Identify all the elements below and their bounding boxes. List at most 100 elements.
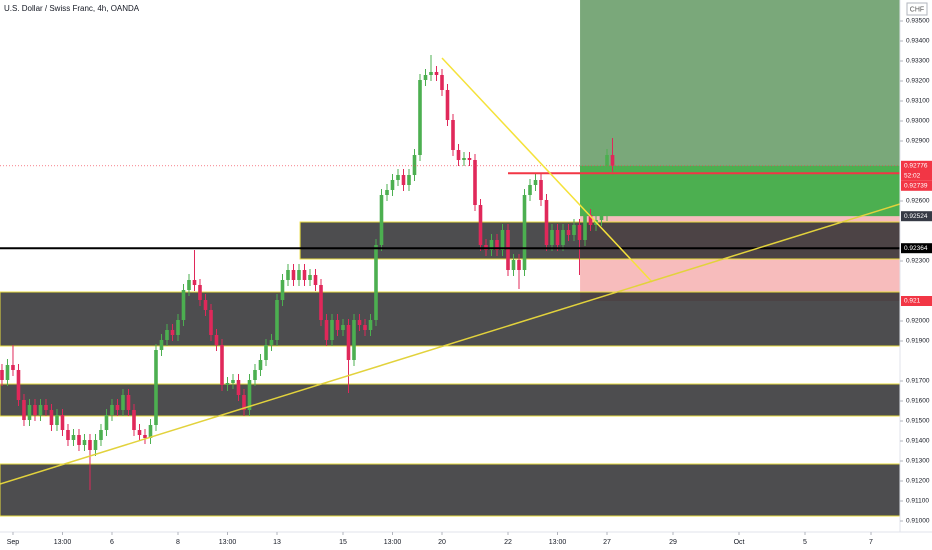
price-badge <box>901 211 932 222</box>
candle-body <box>115 405 120 410</box>
currency: CHF <box>910 6 924 13</box>
currency-box[interactable] <box>906 2 928 16</box>
candle-body <box>599 215 604 220</box>
y-tick-label: 0.93000 <box>906 118 930 125</box>
candle-body <box>242 395 246 410</box>
candle-body <box>181 290 186 320</box>
candle-body <box>555 230 560 245</box>
y-tick-label: 0.91200 <box>906 478 930 485</box>
x-tick-label: 13:00 <box>549 539 567 546</box>
candle-body <box>5 365 10 380</box>
x-tick-label: 6 <box>110 539 114 546</box>
candle-body <box>159 340 164 350</box>
candle-body <box>143 435 147 438</box>
candle-body <box>456 150 461 160</box>
y-tick-label: 0.91100 <box>906 498 929 505</box>
x-tick-label: 20 <box>438 539 446 546</box>
price-badge <box>901 160 932 181</box>
y-tick-label: 0.92000 <box>906 318 930 325</box>
candle-body <box>264 345 268 360</box>
y-tick-label: 0.91300 <box>906 458 930 465</box>
candle-body <box>379 195 384 245</box>
candle-body <box>148 425 153 438</box>
y-tick-label: 0.91400 <box>906 438 930 445</box>
candle-body <box>214 335 219 345</box>
price-badge <box>901 180 932 191</box>
candle-body <box>33 405 37 415</box>
candle-body <box>66 430 70 440</box>
candle-body <box>187 280 191 290</box>
candle-body <box>368 320 373 330</box>
x-tick-label: 13 <box>273 539 281 546</box>
candle-body <box>506 230 510 270</box>
candle-body <box>473 160 477 205</box>
candle-body <box>511 260 516 270</box>
x-tick-label: 13:00 <box>219 539 237 546</box>
candle-body <box>572 225 576 235</box>
candle-body <box>374 245 378 320</box>
candle-body <box>225 383 230 385</box>
x-tick-label: Sep <box>7 539 20 546</box>
candle-body <box>44 405 48 410</box>
candle-body <box>467 158 472 160</box>
x-tick-label: 5 <box>803 539 807 546</box>
candle-body <box>99 430 103 440</box>
candle-body <box>269 340 274 345</box>
trend-line <box>441 57 653 283</box>
y-tick-label: 0.92300 <box>906 258 930 265</box>
candle-body <box>60 415 65 430</box>
x-tick-label: 7 <box>869 539 873 546</box>
candle-body <box>209 310 213 335</box>
candle-body <box>165 330 169 340</box>
candle-body <box>93 440 98 450</box>
candle-body <box>280 280 285 300</box>
candle-body <box>198 285 202 300</box>
y-tick-label: 0.91600 <box>906 398 930 405</box>
y-tick-label: 0.93500 <box>906 18 930 25</box>
candle-body <box>583 215 587 240</box>
price-badge-label: 0.92364 <box>904 245 928 252</box>
candle-body <box>533 180 538 185</box>
candle-body <box>77 435 81 445</box>
candle-body <box>137 430 142 435</box>
candle-body <box>324 320 329 340</box>
x-tick-label: Oct <box>734 539 745 546</box>
zone <box>0 383 900 417</box>
candle-body <box>407 175 411 185</box>
candle-body <box>330 320 334 340</box>
y-tick-label: 0.91700 <box>906 378 930 385</box>
x-tick-label: 15 <box>339 539 347 546</box>
candle-body <box>346 325 351 360</box>
candle-body <box>577 225 582 240</box>
candle-body <box>440 75 444 90</box>
countdown: 52:02 <box>904 173 921 180</box>
candle-body <box>495 240 499 250</box>
candle-body <box>489 240 494 250</box>
x-tick-label: 13:00 <box>384 539 402 546</box>
y-tick-label: 0.91900 <box>906 338 930 345</box>
zone <box>0 463 900 517</box>
candle-body <box>286 270 290 280</box>
candle-body <box>104 415 109 430</box>
candle-body <box>55 415 59 425</box>
candle-body <box>49 410 54 425</box>
candle-body <box>335 320 340 330</box>
candle-body <box>291 270 296 280</box>
candle-body <box>500 230 505 250</box>
candle-body <box>220 345 224 385</box>
candle-body <box>478 205 483 245</box>
x-tick-label: 13:00 <box>54 539 72 546</box>
candle-body <box>539 180 543 200</box>
trend-line <box>0 203 900 485</box>
candle-body <box>231 380 235 383</box>
price-badge-label: 0.92776 <box>904 163 928 170</box>
candle-body <box>517 260 521 270</box>
candle-body <box>297 270 301 280</box>
candle-body <box>396 175 400 180</box>
candle-body <box>88 440 92 450</box>
candle-body <box>170 330 175 335</box>
zone <box>299 221 900 260</box>
candle-body <box>357 320 362 325</box>
candle-body <box>528 185 532 195</box>
y-tick-label: 0.92900 <box>906 138 930 145</box>
